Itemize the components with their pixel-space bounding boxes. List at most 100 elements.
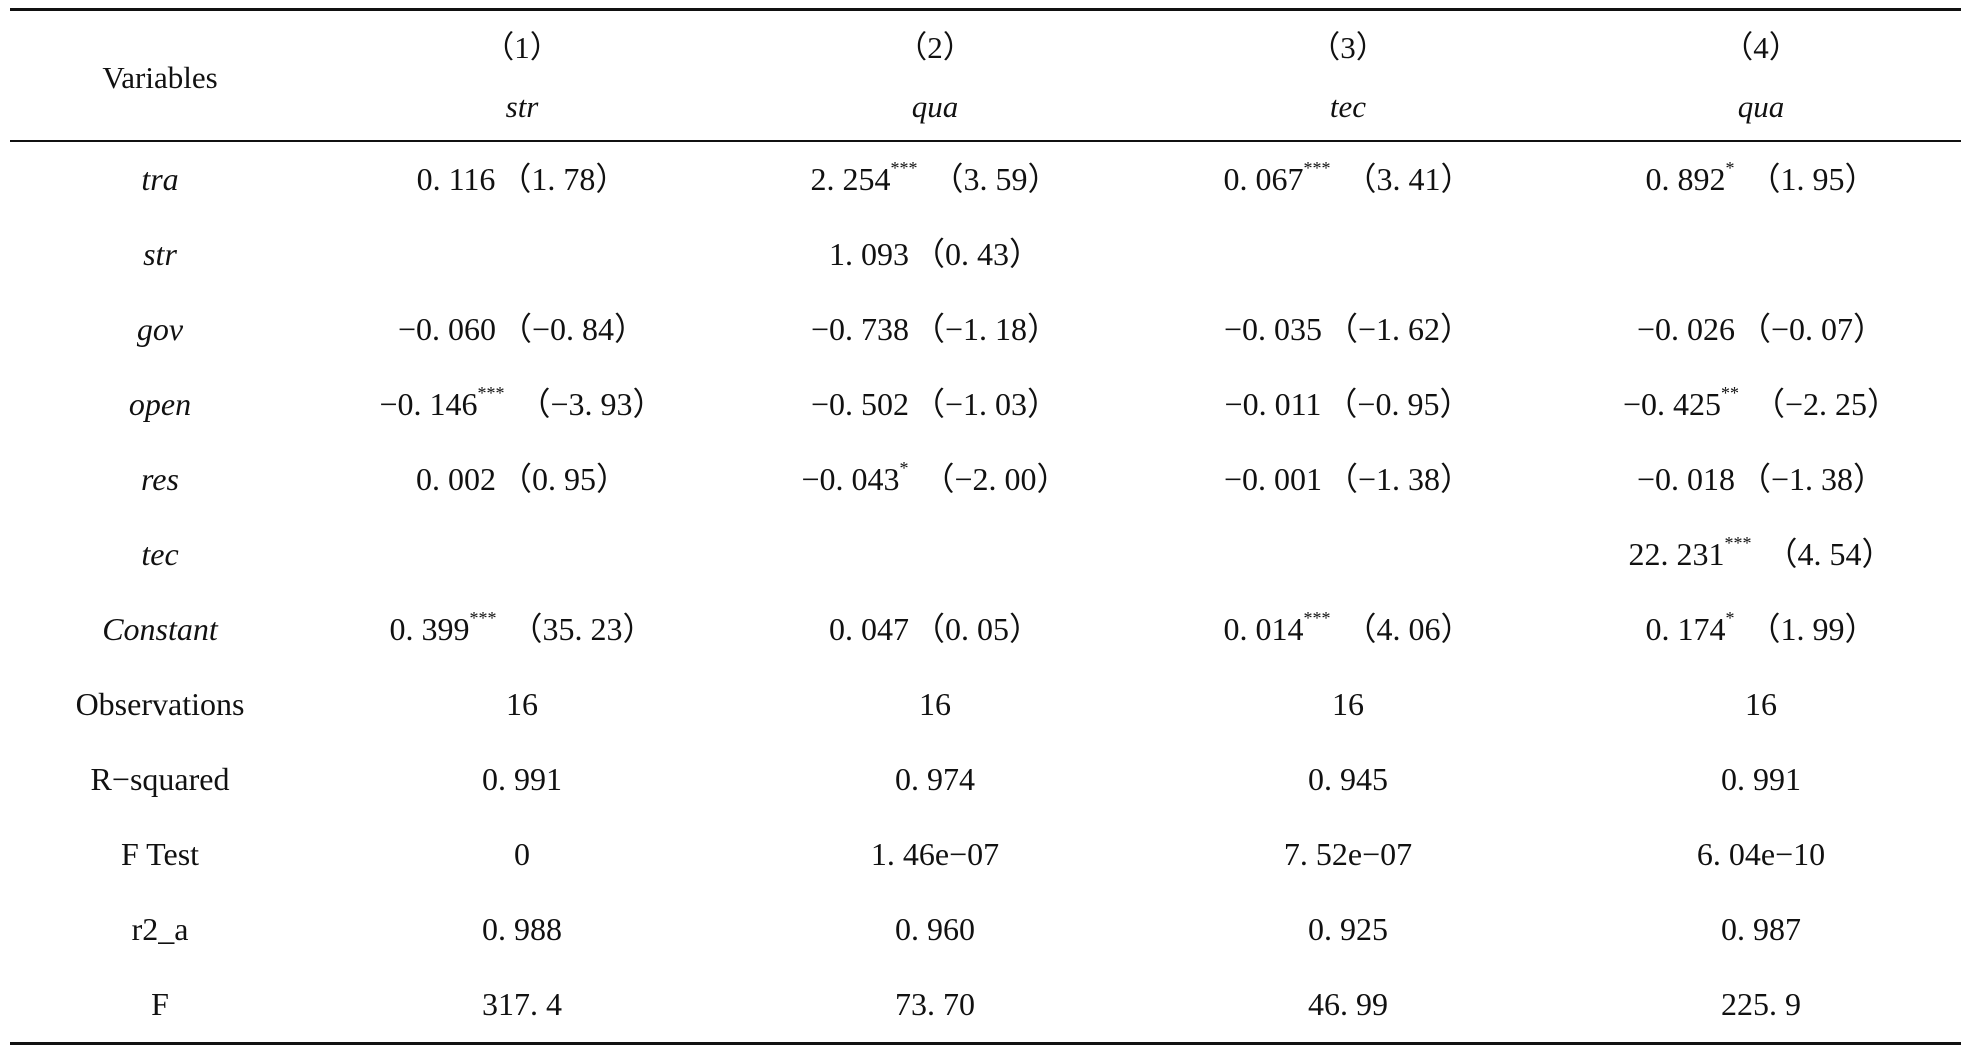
table-cell: 46. 99 — [1148, 967, 1548, 1042]
coefficient-value: −0. 035 — [1223, 311, 1322, 347]
table-cell: −0. 018 （−1. 38） — [1561, 442, 1961, 517]
t-statistic: （35. 23） — [510, 611, 655, 647]
row-variable-name: tra — [141, 161, 179, 197]
table-row: tec 22. 231*** （4. 54） — [10, 517, 1961, 592]
column-4-dependent: qua — [1737, 89, 1785, 124]
t-statistic: （−1. 38） — [1325, 461, 1473, 497]
coefficient-value: 46. 99 — [1308, 986, 1388, 1022]
table-cell: 0. 002 （0. 95） — [322, 442, 722, 517]
t-statistic: （0. 95） — [499, 461, 628, 497]
coefficient-value: 6. 04e−10 — [1696, 836, 1826, 872]
table-header-rule — [10, 140, 1961, 142]
coefficient-value: −0. 502 — [810, 386, 909, 422]
significance-stars: *** — [1303, 608, 1331, 629]
column-2-number: （2） — [896, 30, 974, 65]
table-cell: 2. 254*** （3. 59） — [735, 142, 1135, 217]
column-3-number: （3） — [1309, 30, 1387, 65]
table-cell: 22. 231*** （4. 54） — [1561, 517, 1961, 592]
table-row: r2_a 0. 988 0. 960 0. 925 0. 987 — [10, 892, 1961, 967]
coefficient-value: −0. 011 — [1224, 386, 1322, 422]
coefficient-value: 317. 4 — [482, 986, 562, 1022]
coefficient-value: −0. 001 — [1223, 461, 1322, 497]
row-variable-name: R−squared — [90, 761, 230, 797]
row-variable-name: F — [151, 986, 169, 1022]
table-row: res 0. 002 （0. 95） −0. 043* （−2. 00） −0. 001 （… — [10, 442, 1961, 517]
table-row: gov −0. 060 （−0. 84） −0. 738 （−1. 18） −0. 035… — [10, 292, 1961, 367]
coefficient-value: 1. 093 — [828, 236, 909, 272]
regression-table: Variables （1） str （2） qua （3） tec （4） qu… — [10, 8, 1961, 1045]
table-cell: −0. 060 （−0. 84） — [322, 292, 722, 367]
significance-stars: * — [899, 458, 909, 479]
coefficient-value: −0. 018 — [1636, 461, 1735, 497]
coefficient-value: 0. 116 — [416, 161, 496, 197]
column-1-number: （1） — [483, 30, 561, 65]
t-statistic: （0. 05） — [912, 611, 1041, 647]
row-variable-name: tec — [141, 536, 179, 572]
coefficient-value: 0. 987 — [1721, 911, 1801, 947]
table-cell — [1148, 517, 1548, 592]
table-cell — [322, 517, 722, 592]
table-cell: 1. 46e−07 — [735, 817, 1135, 892]
coefficient-value: 0 — [514, 836, 530, 872]
row-variable-name: res — [141, 461, 179, 497]
table-cell: 0. 067*** （3. 41） — [1148, 142, 1548, 217]
table-cell: 16 — [1148, 667, 1548, 742]
coefficient-value: 0. 925 — [1308, 911, 1388, 947]
table-row: Observations 16 16 16 16 — [10, 667, 1961, 742]
t-statistic: （−2. 25） — [1752, 386, 1900, 422]
t-statistic: （−0. 95） — [1325, 386, 1472, 422]
table-cell: −0. 146*** （−3. 93） — [322, 367, 722, 442]
coefficient-value: 16 — [1745, 686, 1777, 722]
coefficient-value: 0. 960 — [895, 911, 975, 947]
coefficient-value: 16 — [919, 686, 951, 722]
table-cell: 0. 991 — [1561, 742, 1961, 817]
table-bottom-rule — [10, 1042, 1961, 1045]
column-3-dependent: tec — [1329, 89, 1367, 124]
t-statistic: （−2. 00） — [922, 461, 1069, 497]
table-cell: 16 — [322, 667, 722, 742]
table-cell: −0. 738 （−1. 18） — [735, 292, 1135, 367]
table-cell: 0. 945 — [1148, 742, 1548, 817]
table-row: F Test 0 1. 46e−07 7. 52e−07 6. 04e−10 — [10, 817, 1961, 892]
table-row: open −0. 146*** （−3. 93） −0. 502 （−1. 03） −0.… — [10, 367, 1961, 442]
table-cell: 0. 892* （1. 95） — [1561, 142, 1961, 217]
coefficient-value: 0. 988 — [482, 911, 562, 947]
coefficient-value: 0. 067 — [1223, 161, 1304, 197]
coefficient-value: −0. 060 — [397, 311, 496, 347]
significance-stars: ** — [1720, 383, 1739, 404]
coefficient-value: 0. 174 — [1645, 611, 1726, 647]
table-row: R−squared 0. 991 0. 974 0. 945 0. 991 — [10, 742, 1961, 817]
table-cell: −0. 425** （−2. 25） — [1561, 367, 1961, 442]
row-variable-name: r2_a — [131, 911, 189, 947]
table-cell: 0. 174* （1. 99） — [1561, 592, 1961, 667]
t-statistic: （0. 43） — [912, 236, 1041, 272]
table-cell: 0. 014*** （4. 06） — [1148, 592, 1548, 667]
significance-stars: *** — [890, 158, 918, 179]
table-header: Variables （1） str （2） qua （3） tec （4） qu… — [10, 11, 1961, 140]
table-cell: 0. 960 — [735, 892, 1135, 967]
table-top-rule — [10, 8, 1961, 11]
coefficient-value: 2. 254 — [810, 161, 891, 197]
table-cell: 0. 991 — [322, 742, 722, 817]
coefficient-value: −0. 738 — [810, 311, 909, 347]
significance-stars: * — [1725, 608, 1735, 629]
coefficient-value: 0. 892 — [1645, 161, 1726, 197]
table-cell: 225. 9 — [1561, 967, 1961, 1042]
row-variable-name: str — [143, 236, 177, 272]
row-variable-name: open — [128, 386, 192, 422]
significance-stars: *** — [1303, 158, 1331, 179]
coefficient-value: 73. 70 — [895, 986, 975, 1022]
table-cell: 0. 925 — [1148, 892, 1548, 967]
table-cell: 6. 04e−10 — [1561, 817, 1961, 892]
table-cell: −0. 011 （−0. 95） — [1148, 367, 1548, 442]
coefficient-value: 16 — [1332, 686, 1364, 722]
significance-stars: * — [1725, 158, 1735, 179]
coefficient-value: 1. 46e−07 — [870, 836, 1000, 872]
table-cell: −0. 035 （−1. 62） — [1148, 292, 1548, 367]
coefficient-value: −0. 026 — [1636, 311, 1735, 347]
table-cell: 7. 52e−07 — [1148, 817, 1548, 892]
t-statistic: （−3. 93） — [518, 386, 665, 422]
table-cell: −0. 502 （−1. 03） — [735, 367, 1135, 442]
t-statistic: （4. 54） — [1765, 536, 1894, 572]
table-cell — [735, 517, 1135, 592]
